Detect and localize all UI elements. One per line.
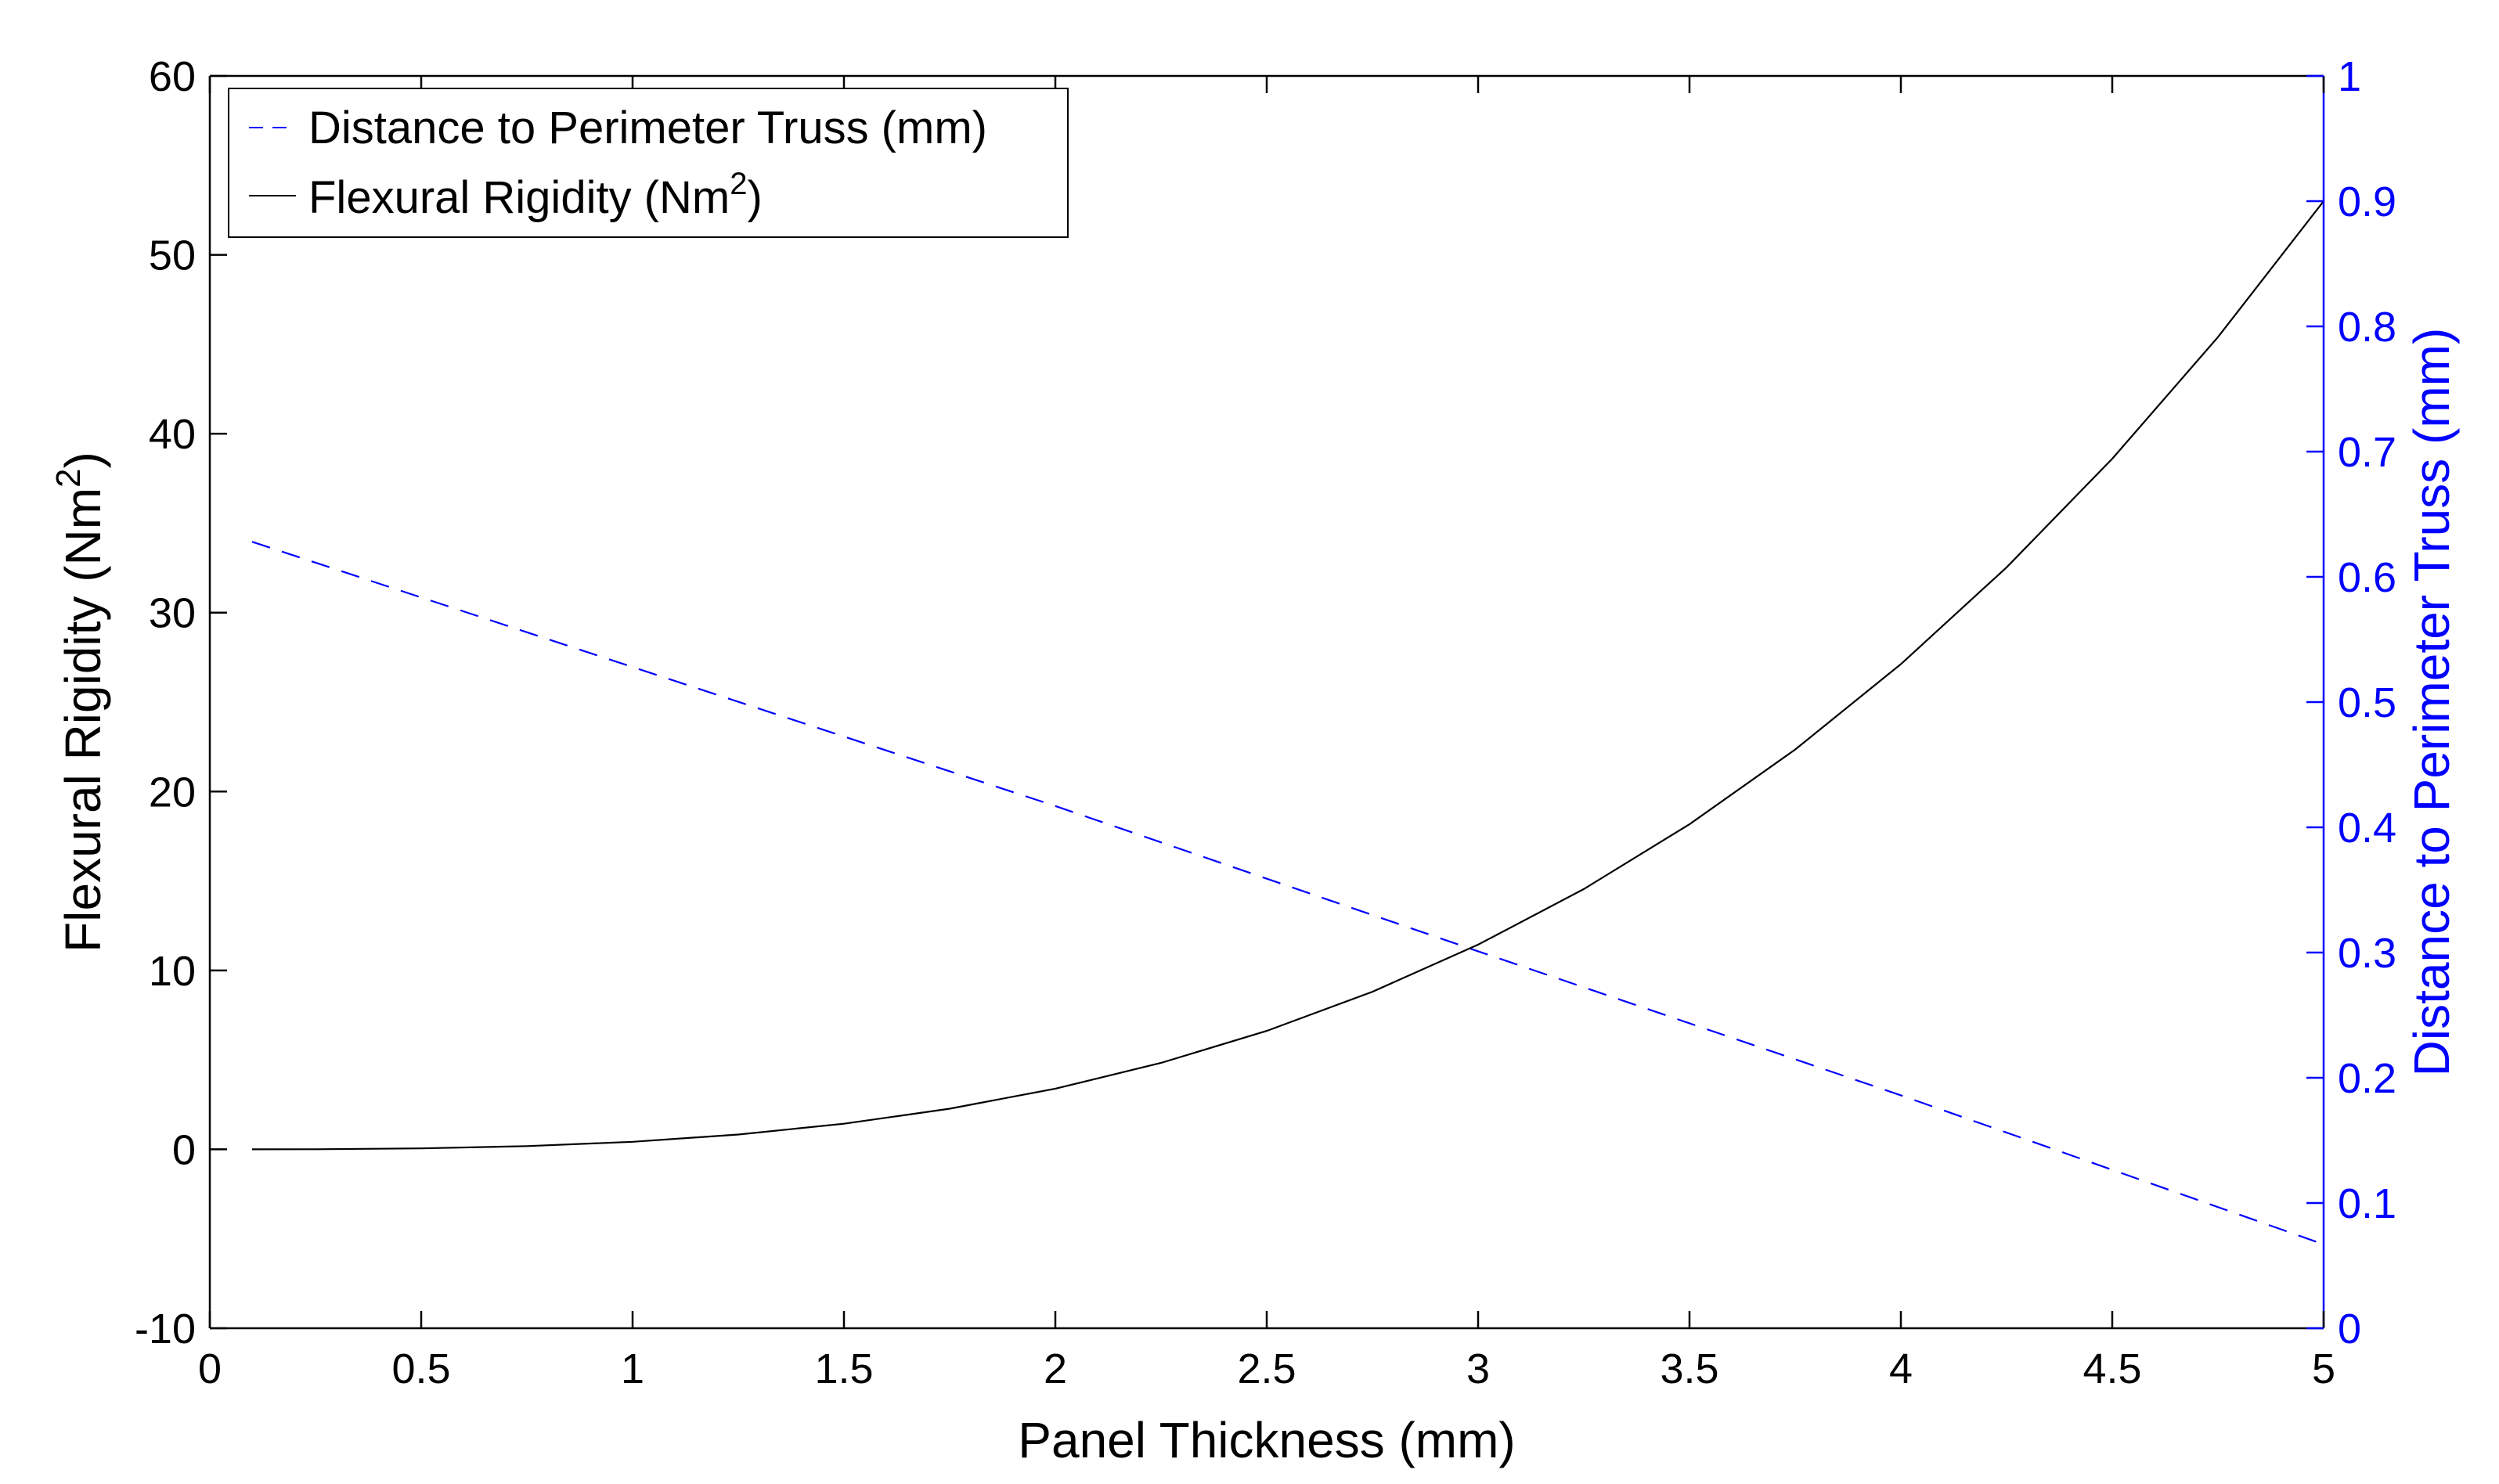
series-line-flexural [251,200,2324,1151]
plot-area [210,76,2324,1328]
x-tick-label: 5 [2312,1345,2335,1392]
y-right-tick-label: 0.6 [2338,554,2396,601]
y-right-tick-label: 0 [2338,1306,2361,1353]
legend-label-flexural-sup: 2 [730,167,747,201]
y-right-tick-label: 0.7 [2338,429,2396,476]
y-left-tick-label: -10 [135,1306,196,1353]
x-tick-label: 2 [1044,1345,1067,1392]
x-tick-label: 4.5 [2082,1345,2141,1392]
y-right-tick-label: 0.5 [2338,679,2396,726]
y-left-tick-label: 10 [149,948,196,995]
y-left-tick-label: 30 [149,590,196,637]
y-right-tick-label: 0.1 [2338,1180,2396,1227]
legend-label-flexural-tail: ) [747,172,762,223]
y-left-axis-label: Flexural Rigidity (Nm2) [49,452,111,953]
y-left-tick-label: 60 [149,53,196,100]
x-tick-label: 1.5 [814,1345,873,1392]
x-axis-label: Panel Thickness (mm) [1018,1412,1515,1468]
y-left-label-sup: 2 [49,468,88,487]
x-tick-label: 3.5 [1660,1345,1718,1392]
y-right-tick-label: 0.3 [2338,930,2396,977]
x-tick-label: 3 [1466,1345,1490,1392]
y-right-tick-label: 1 [2338,53,2361,100]
x-tick-label: 2.5 [1237,1345,1296,1392]
y-left-tick-label: 0 [172,1126,196,1173]
series-line-distance [251,541,2324,1245]
series-layer [251,200,2324,1245]
legend-box [228,88,1069,238]
y-right-tick-label: 0.9 [2338,178,2396,225]
y-left-label-tail: ) [55,452,111,468]
legend-label-distance: Distance to Perimeter Truss (mm) [308,103,987,153]
y-left-tick-label: 50 [149,232,196,279]
x-tick-label: 0 [198,1345,222,1392]
y-left-tick-label: 40 [149,411,196,458]
y-right-tick-label: 0.4 [2338,805,2396,852]
legend: Distance to Perimeter Truss (mm) Flexura… [228,88,1069,238]
x-tick-label: 4 [1889,1345,1913,1392]
x-tick-label: 1 [621,1345,644,1392]
legend-label-flexural: Flexural Rigidity (Nm2) [308,167,763,223]
x-tick-label: 0.5 [391,1345,450,1392]
y-right-tick-label: 0.2 [2338,1055,2396,1102]
y-left-tick-label: 20 [149,769,196,816]
y-right-axis-label: Distance to Perimeter Truss (mm) [2403,328,2460,1077]
ticks-layer: 0 0.5 1 1.5 2 2.5 3 3.5 4 4.5 5-10010203040506000.… [135,53,2396,1392]
y-right-tick-label: 0.8 [2338,304,2396,351]
y-left-label-main: Flexural Rigidity (Nm [55,488,111,953]
legend-label-flexural-main: Flexural Rigidity (Nm [308,172,730,223]
